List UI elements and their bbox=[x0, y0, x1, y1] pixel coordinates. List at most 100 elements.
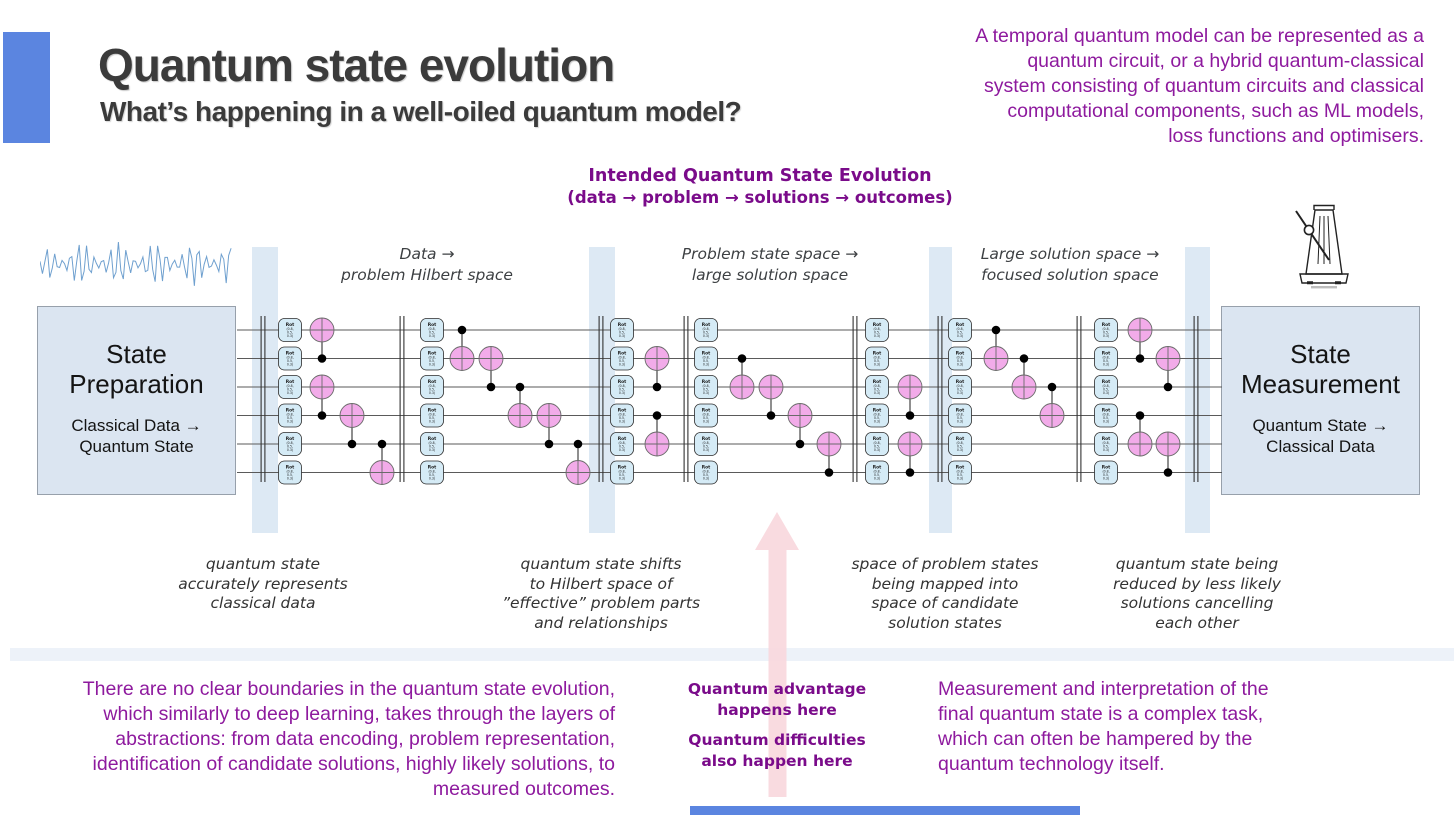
svg-text:0.5,: 0.5, bbox=[957, 416, 963, 420]
annotation-quantum-advantage: Quantum advantage happens here bbox=[687, 680, 867, 719]
svg-text:Rot: Rot bbox=[618, 322, 627, 328]
svg-text:Rot: Rot bbox=[618, 408, 627, 414]
svg-text:0.3): 0.3) bbox=[287, 363, 293, 367]
svg-text:0.5,: 0.5, bbox=[429, 388, 435, 392]
svg-text:(0.8,: (0.8, bbox=[618, 470, 625, 474]
svg-text:Rot: Rot bbox=[956, 351, 965, 357]
svg-text:(0.8,: (0.8, bbox=[702, 384, 709, 388]
svg-text:0.3): 0.3) bbox=[1103, 420, 1109, 424]
svg-text:0.3): 0.3) bbox=[429, 391, 435, 395]
svg-text:(0.8,: (0.8, bbox=[618, 413, 625, 417]
accent-square bbox=[3, 32, 50, 143]
svg-text:(0.8,: (0.8, bbox=[702, 470, 709, 474]
svg-text:(0.8,: (0.8, bbox=[702, 413, 709, 417]
circuit-caption-mapping: space of problem states being mapped int… bbox=[851, 555, 1039, 632]
svg-text:0.3): 0.3) bbox=[957, 363, 963, 367]
annotation-quantum-difficulties: Quantum difficulties also happen here bbox=[688, 731, 866, 770]
svg-text:0.5,: 0.5, bbox=[619, 388, 625, 392]
svg-text:0.5,: 0.5, bbox=[619, 416, 625, 420]
page-subtitle: What’s happening in a well-oiled quantum… bbox=[100, 96, 742, 127]
svg-text:0.5,: 0.5, bbox=[287, 445, 293, 449]
svg-text:Rot: Rot bbox=[873, 322, 882, 328]
evolution-heading: Intended Quantum State Evolution (data →… bbox=[460, 166, 1060, 208]
svg-text:(0.8,: (0.8, bbox=[873, 413, 880, 417]
svg-text:0.5,: 0.5, bbox=[429, 416, 435, 420]
bottom-right-note: Measurement and interpretation of the fi… bbox=[938, 678, 1269, 775]
svg-text:0.5,: 0.5, bbox=[429, 331, 435, 335]
svg-text:(0.8,: (0.8, bbox=[702, 327, 709, 331]
svg-text:Rot: Rot bbox=[1102, 408, 1111, 414]
svg-text:0.5,: 0.5, bbox=[619, 331, 625, 335]
svg-text:0.3): 0.3) bbox=[287, 448, 293, 452]
svg-text:Rot: Rot bbox=[956, 379, 965, 385]
svg-text:(0.8,: (0.8, bbox=[702, 441, 709, 445]
svg-text:Rot: Rot bbox=[702, 351, 711, 357]
svg-text:0.5,: 0.5, bbox=[874, 445, 880, 449]
svg-text:(0.8,: (0.8, bbox=[873, 470, 880, 474]
svg-text:0.3): 0.3) bbox=[957, 477, 963, 481]
svg-text:Rot: Rot bbox=[873, 379, 882, 385]
divider-band bbox=[10, 648, 1454, 661]
svg-text:Rot: Rot bbox=[1102, 351, 1111, 357]
svg-text:(0.8,: (0.8, bbox=[873, 384, 880, 388]
svg-text:0.5,: 0.5, bbox=[429, 359, 435, 363]
svg-text:(0.8,: (0.8, bbox=[873, 441, 880, 445]
svg-text:0.5,: 0.5, bbox=[957, 388, 963, 392]
svg-text:Rot: Rot bbox=[428, 465, 437, 471]
svg-text:0.3): 0.3) bbox=[957, 448, 963, 452]
svg-text:0.3): 0.3) bbox=[957, 334, 963, 338]
svg-text:Rot: Rot bbox=[428, 408, 437, 414]
svg-text:0.5,: 0.5, bbox=[874, 359, 880, 363]
svg-text:Rot: Rot bbox=[873, 351, 882, 357]
svg-text:0.3): 0.3) bbox=[619, 334, 625, 338]
waveform-icon bbox=[40, 241, 232, 286]
svg-text:0.5,: 0.5, bbox=[703, 473, 709, 477]
svg-text:Rot: Rot bbox=[873, 408, 882, 414]
svg-text:Rot: Rot bbox=[702, 322, 711, 328]
stage-label-problem-to-solution: Problem state space → large solution spa… bbox=[681, 245, 859, 284]
svg-text:(0.8,: (0.8, bbox=[873, 327, 880, 331]
svg-text:(0.8,: (0.8, bbox=[956, 413, 963, 417]
svg-text:0.3): 0.3) bbox=[619, 477, 625, 481]
state-measurement-box: State Measurement Quantum State → Classi… bbox=[1221, 306, 1420, 495]
svg-text:0.3): 0.3) bbox=[1103, 477, 1109, 481]
bottom-accent-strip bbox=[690, 806, 1080, 815]
svg-text:0.3): 0.3) bbox=[287, 334, 293, 338]
svg-text:0.5,: 0.5, bbox=[287, 331, 293, 335]
svg-text:(0.8,: (0.8, bbox=[956, 384, 963, 388]
svg-text:(0.8,: (0.8, bbox=[618, 384, 625, 388]
svg-text:0.3): 0.3) bbox=[429, 420, 435, 424]
svg-text:0.3): 0.3) bbox=[703, 448, 709, 452]
svg-text:(0.8,: (0.8, bbox=[286, 356, 293, 360]
svg-text:0.5,: 0.5, bbox=[1103, 388, 1109, 392]
page-title: Quantum state evolution bbox=[98, 39, 615, 91]
svg-text:(0.8,: (0.8, bbox=[1102, 327, 1109, 331]
svg-text:Rot: Rot bbox=[956, 408, 965, 414]
svg-text:0.3): 0.3) bbox=[874, 391, 880, 395]
svg-text:0.5,: 0.5, bbox=[957, 359, 963, 363]
evolution-heading-line2: (data → problem → solutions → outcomes) bbox=[567, 188, 953, 207]
svg-text:Rot: Rot bbox=[702, 436, 711, 442]
svg-text:(0.8,: (0.8, bbox=[956, 327, 963, 331]
svg-text:0.5,: 0.5, bbox=[619, 359, 625, 363]
circuit-caption-hilbert-shift: quantum state shifts to Hilbert space of… bbox=[501, 555, 701, 632]
svg-text:0.3): 0.3) bbox=[1103, 391, 1109, 395]
svg-text:0.3): 0.3) bbox=[957, 391, 963, 395]
svg-text:(0.8,: (0.8, bbox=[428, 356, 435, 360]
svg-text:(0.8,: (0.8, bbox=[1102, 441, 1109, 445]
svg-text:(0.8,: (0.8, bbox=[956, 356, 963, 360]
svg-text:Rot: Rot bbox=[956, 322, 965, 328]
svg-text:Rot: Rot bbox=[1102, 465, 1111, 471]
svg-text:0.3): 0.3) bbox=[874, 448, 880, 452]
svg-text:Rot: Rot bbox=[1102, 436, 1111, 442]
svg-text:0.3): 0.3) bbox=[429, 334, 435, 338]
svg-text:0.5,: 0.5, bbox=[1103, 416, 1109, 420]
svg-text:0.5,: 0.5, bbox=[287, 388, 293, 392]
svg-text:(0.8,: (0.8, bbox=[1102, 384, 1109, 388]
svg-text:0.3): 0.3) bbox=[619, 420, 625, 424]
svg-text:0.3): 0.3) bbox=[703, 391, 709, 395]
svg-text:(0.8,: (0.8, bbox=[286, 413, 293, 417]
svg-text:Rot: Rot bbox=[618, 465, 627, 471]
svg-text:Rot: Rot bbox=[873, 436, 882, 442]
